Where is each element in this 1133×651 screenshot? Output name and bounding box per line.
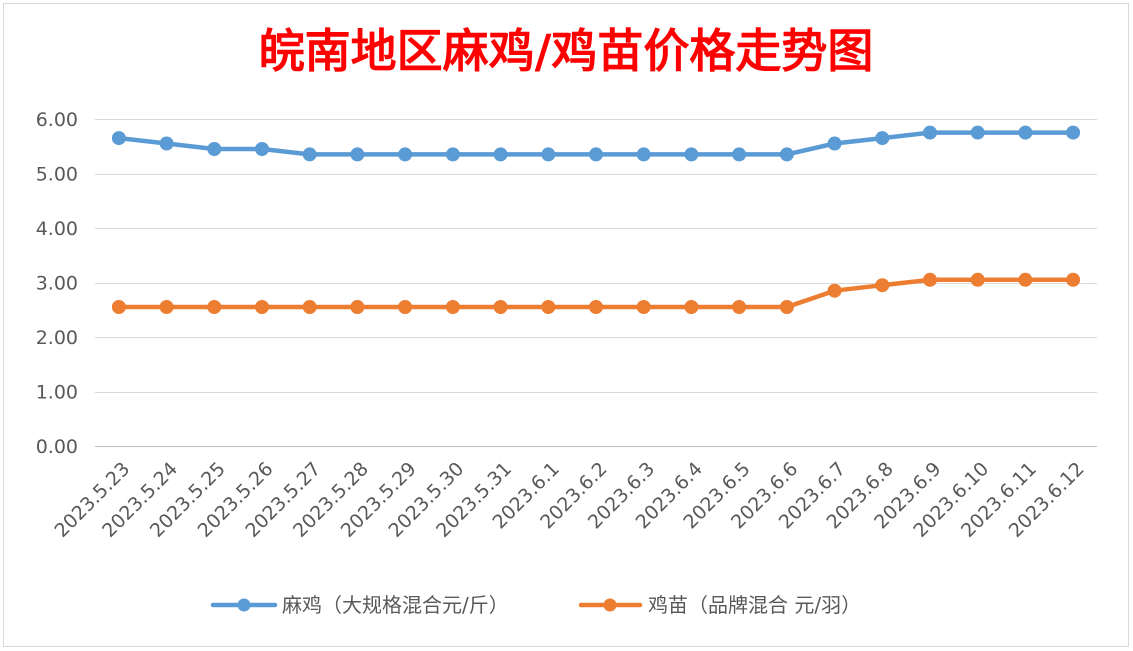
legend-label: 鸡苗（品牌混合 元/羽） bbox=[648, 593, 861, 617]
series-1-point bbox=[1018, 272, 1033, 287]
series-1-point bbox=[589, 300, 603, 314]
series-0-point bbox=[1018, 125, 1033, 140]
series-1-point bbox=[159, 300, 174, 314]
series-0-point bbox=[636, 147, 651, 162]
series-0-point bbox=[875, 131, 890, 146]
series-1-point bbox=[398, 300, 413, 314]
series-0-point bbox=[732, 147, 747, 162]
legend-item-series-1: 鸡苗（品牌混合 元/羽） bbox=[578, 593, 861, 617]
legend: 麻鸡（大规格混合元/斤） 鸡苗（品牌混合 元/羽） bbox=[210, 593, 861, 617]
legend-swatch-marker bbox=[237, 598, 251, 612]
series-0 bbox=[111, 125, 1081, 162]
series-1-point bbox=[445, 300, 460, 314]
chart-frame bbox=[3, 3, 1129, 647]
y-tick-label: 1.00 bbox=[36, 382, 78, 404]
series-1-point bbox=[350, 300, 365, 314]
y-tick-label: 4.00 bbox=[36, 218, 78, 240]
series-1-point bbox=[636, 300, 651, 314]
series-1 bbox=[111, 272, 1081, 314]
series-1-point bbox=[732, 300, 747, 314]
legend-swatch-marker bbox=[603, 598, 617, 612]
y-tick-label: 2.00 bbox=[36, 327, 78, 349]
series-1-point bbox=[923, 272, 937, 287]
series-0-point bbox=[970, 125, 985, 140]
legend-label: 麻鸡（大规格混合元/斤） bbox=[282, 593, 509, 617]
y-axis-tick-labels: 0.00 1.00 2.00 3.00 4.00 5.00 6.00 bbox=[36, 109, 78, 458]
y-tick-label: 6.00 bbox=[36, 109, 78, 131]
series-plot bbox=[111, 125, 1081, 314]
series-0-point bbox=[207, 142, 222, 156]
legend-item-series-0: 麻鸡（大规格混合元/斤） bbox=[210, 593, 509, 617]
series-0-point bbox=[445, 147, 460, 162]
series-1-point bbox=[207, 300, 222, 314]
series-1-point bbox=[684, 300, 699, 314]
series-1-point bbox=[111, 300, 126, 314]
series-0-point bbox=[923, 125, 937, 140]
series-1-point bbox=[1066, 272, 1081, 287]
series-0-point bbox=[589, 147, 603, 162]
series-0-point bbox=[159, 136, 174, 151]
series-0-point bbox=[111, 131, 126, 146]
series-1-point bbox=[875, 278, 890, 293]
series-1-point bbox=[541, 300, 556, 314]
series-0-point bbox=[302, 147, 317, 162]
series-0-point bbox=[398, 147, 413, 162]
chart-title: 皖南地区麻鸡/鸡苗价格走势图 bbox=[259, 24, 874, 78]
series-0-point bbox=[255, 142, 269, 156]
gridlines bbox=[95, 119, 1097, 447]
y-tick-label: 3.00 bbox=[36, 273, 78, 295]
series-0-point bbox=[493, 147, 508, 162]
series-1-point bbox=[302, 300, 317, 314]
series-0-point bbox=[350, 147, 365, 162]
y-tick-label: 5.00 bbox=[36, 164, 78, 186]
series-1-point bbox=[779, 300, 794, 314]
series-1-point bbox=[827, 283, 842, 298]
series-0-point bbox=[541, 147, 556, 162]
series-0-point bbox=[684, 147, 699, 162]
y-tick-label: 0.00 bbox=[36, 436, 78, 458]
series-1-point bbox=[255, 300, 269, 314]
series-1-point bbox=[970, 272, 985, 287]
series-1-point bbox=[493, 300, 508, 314]
series-0-point bbox=[1066, 125, 1081, 140]
series-0-point bbox=[779, 147, 794, 162]
series-0-point bbox=[827, 136, 842, 151]
